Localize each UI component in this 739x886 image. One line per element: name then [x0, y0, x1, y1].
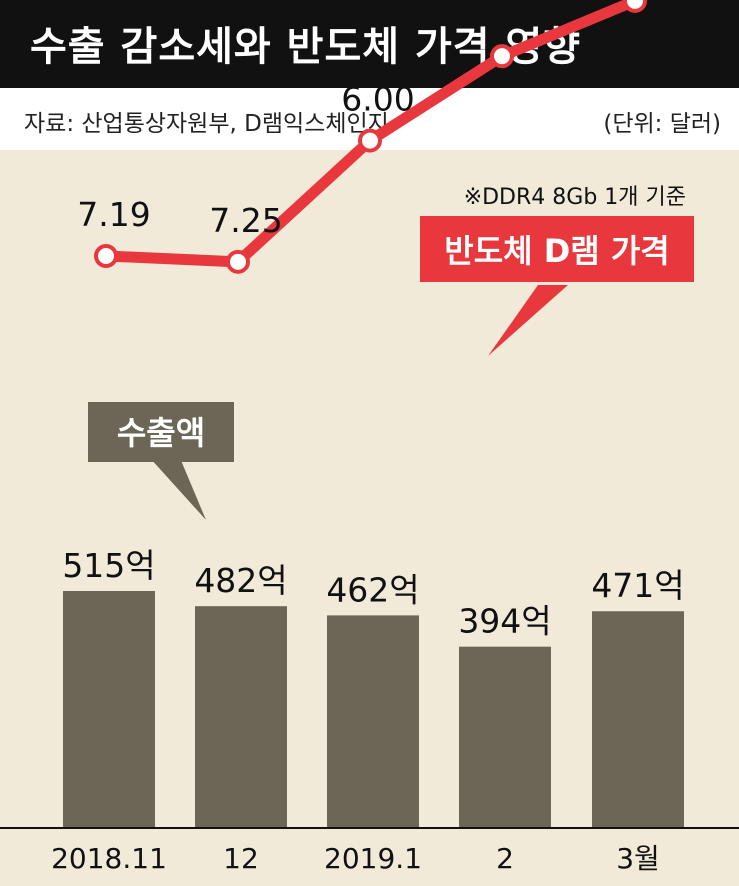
unit-text: (단위: 달러) [603, 111, 721, 137]
export-callout-box [88, 402, 234, 462]
export-callout-pointer [150, 458, 206, 520]
bar-value-label: 394억 [458, 602, 551, 641]
export-callout-label: 수출액 [117, 414, 205, 452]
bar-value-label: 471억 [591, 566, 684, 605]
price-point-4 [623, 0, 647, 13]
footnote-text: ※DDR4 8Gb 1개 기준 [464, 185, 686, 210]
x-tick-labels: 2018.11 12 2019.1 2 3월 [51, 842, 660, 875]
bar-3 [459, 646, 551, 828]
bar-1 [195, 606, 287, 828]
bar-value-label: 482억 [194, 561, 287, 600]
price-callout-label: 반도체 D램 가격 [444, 232, 669, 270]
x-tick-label: 3월 [616, 842, 660, 875]
price-point-2 [358, 128, 382, 153]
x-tick-label: 2018.11 [51, 842, 167, 875]
price-point-1 [226, 249, 250, 274]
line-value-labels: 7.197.256.005.134.56 [77, 0, 546, 240]
price-value-label: 5.13 [473, 0, 546, 34]
bar-value-label: 515억 [62, 546, 155, 585]
bar-2 [327, 615, 419, 828]
bar-4 [592, 611, 684, 828]
bar-series [63, 591, 684, 828]
price-point-0 [94, 244, 118, 268]
x-tick-label: 2019.1 [324, 842, 422, 875]
bar-value-labels: 515억 482억 462억 394억 471억 [62, 546, 684, 641]
price-value-label: 7.19 [77, 195, 150, 234]
bar-value-label: 462억 [326, 570, 419, 609]
line-series [94, 0, 647, 274]
bar-0 [63, 591, 155, 828]
price-callout-box [420, 216, 694, 282]
x-tick-label: 12 [223, 842, 259, 875]
price-point-3 [490, 44, 514, 69]
price-callout-pointer [488, 285, 568, 356]
x-tick-label: 2 [496, 842, 514, 875]
price-value-label: 6.00 [341, 80, 414, 119]
price-value-label: 7.25 [209, 201, 282, 240]
source-text: 자료: 산업통상자원부, D램익스체인지 [24, 111, 389, 137]
